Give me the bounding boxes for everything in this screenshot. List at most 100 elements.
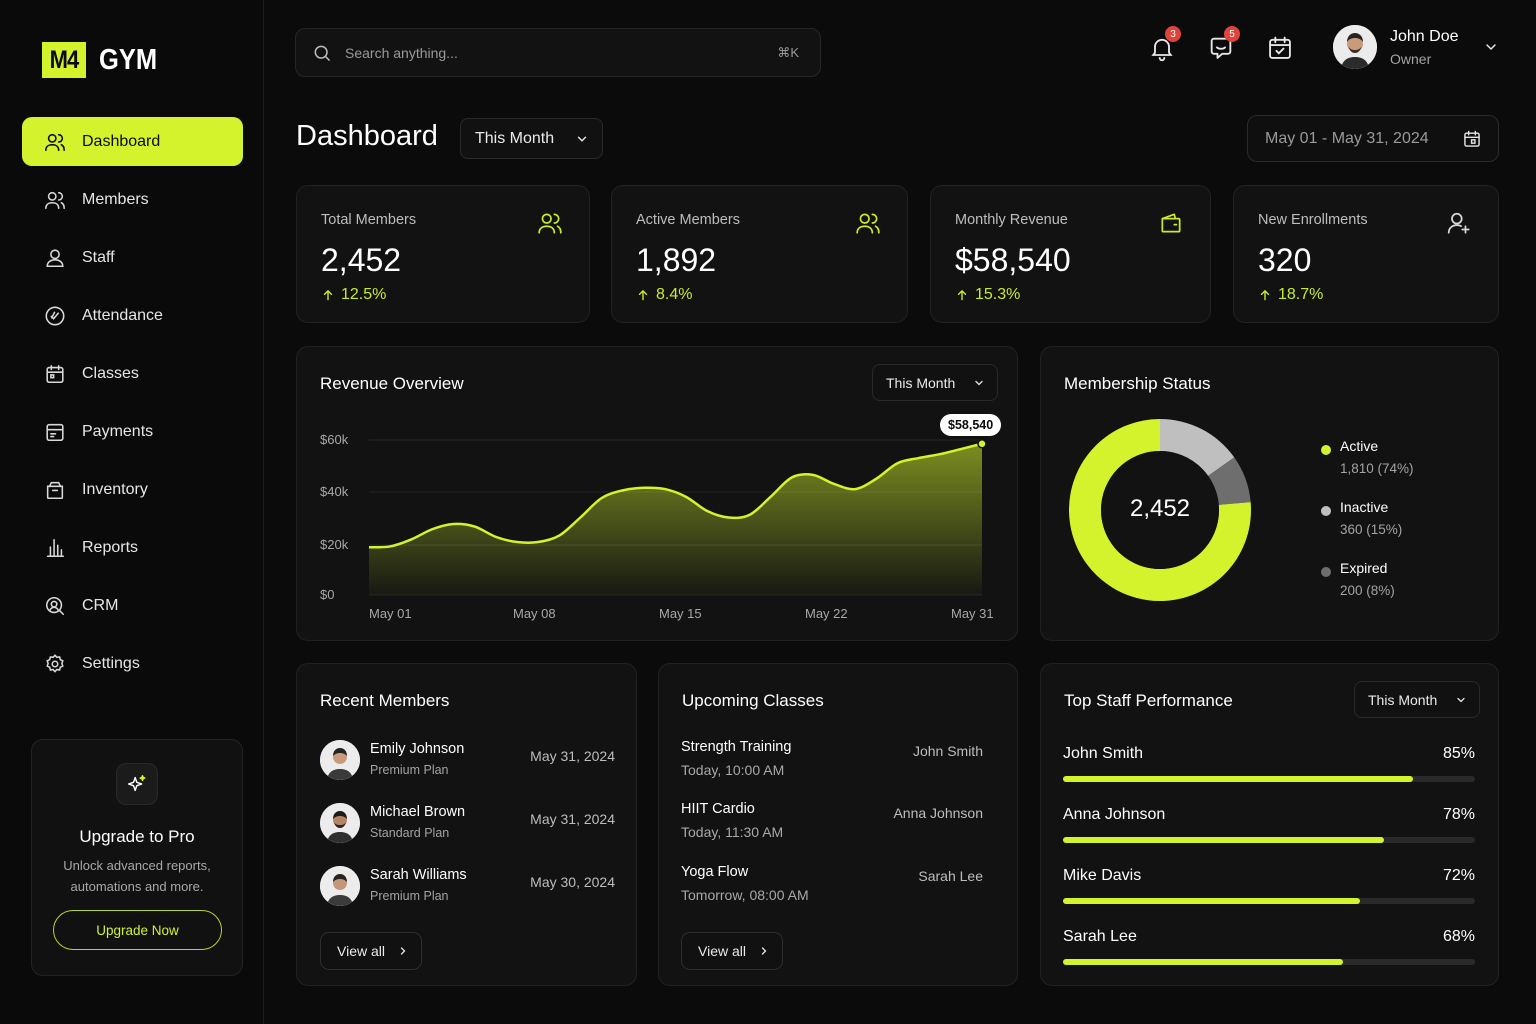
legend-value: 360 (15%) bbox=[1340, 522, 1403, 537]
upgrade-now-button[interactable]: Upgrade Now bbox=[53, 910, 222, 950]
progress-fill bbox=[1063, 776, 1414, 782]
sidebar-item-attendance[interactable]: Attendance bbox=[22, 291, 243, 340]
reports-icon bbox=[44, 537, 66, 559]
avatar bbox=[320, 866, 360, 906]
list-item[interactable]: Emily Johnson Premium Plan May 31, 2024 bbox=[320, 740, 615, 780]
stat-card-new-enrollments[interactable]: New Enrollments 320 18.7% bbox=[1233, 185, 1499, 323]
avatar bbox=[1333, 25, 1377, 69]
revenue-overview-card: Revenue Overview This Month $60k $40k $20k… bbox=[296, 346, 1018, 641]
search-icon bbox=[312, 43, 332, 63]
members-icon bbox=[44, 131, 66, 153]
legend-value: 1,810 (74%) bbox=[1340, 461, 1414, 476]
search-bar[interactable]: Search anything... ⌘K bbox=[295, 28, 821, 77]
legend-dot bbox=[1321, 567, 1331, 577]
x-tick-label: May 31 bbox=[951, 606, 994, 621]
stat-label: New Enrollments bbox=[1258, 212, 1368, 228]
class-name: HIIT Cardio bbox=[681, 801, 755, 817]
staff-percent: 72% bbox=[1442, 867, 1475, 884]
staff-name: John Smith bbox=[1063, 745, 1144, 762]
revenue-highlight-point[interactable] bbox=[977, 439, 987, 449]
list-item[interactable]: Michael Brown Standard Plan May 31, 2024 bbox=[320, 803, 615, 843]
stat-value: 320 bbox=[1258, 242, 1312, 278]
x-tick-label: May 08 bbox=[513, 606, 556, 621]
member-date: May 30, 2024 bbox=[530, 874, 615, 890]
calendar-icon bbox=[44, 363, 66, 385]
stat-change-value: 15.3% bbox=[975, 286, 1021, 303]
messages-button[interactable]: 5 bbox=[1207, 26, 1240, 62]
revenue-tooltip: $58,540 bbox=[940, 413, 1002, 436]
sidebar-item-crm[interactable]: CRM bbox=[22, 581, 243, 630]
sidebar-item-settings[interactable]: Settings bbox=[22, 639, 243, 688]
notifications-button[interactable]: 3 bbox=[1148, 26, 1181, 62]
sidebar-item-label: Classes bbox=[82, 364, 139, 382]
card-title: Top Staff Performance bbox=[1064, 691, 1233, 710]
progress-track bbox=[1063, 898, 1475, 904]
avatar bbox=[320, 740, 360, 780]
x-tick-label: May 22 bbox=[805, 606, 848, 621]
member-date: May 31, 2024 bbox=[530, 811, 615, 827]
sidebar-item-dashboard[interactable]: Dashboard bbox=[22, 117, 243, 166]
chevron-right-icon bbox=[397, 945, 409, 957]
sidebar-item-classes[interactable]: Classes bbox=[22, 349, 243, 398]
date-range-picker[interactable]: May 01 - May 31, 2024 bbox=[1247, 115, 1499, 162]
staff-row: Sarah Lee 68% bbox=[1063, 928, 1475, 965]
donut-slice-inactive[interactable] bbox=[1160, 419, 1235, 476]
y-tick-label: $40k bbox=[320, 484, 349, 499]
class-trainer: Sarah Lee bbox=[918, 868, 983, 884]
staff-row: John Smith 85% bbox=[1063, 745, 1475, 782]
bell-icon bbox=[1148, 34, 1176, 62]
recent-members-card: Recent Members Emily Johnson Premium Pla… bbox=[296, 663, 637, 986]
view-all-label: View all bbox=[698, 943, 746, 959]
calendar-button[interactable] bbox=[1266, 34, 1294, 62]
stat-value: 1,892 bbox=[636, 242, 717, 278]
sidebar-item-members[interactable]: Members bbox=[22, 175, 243, 224]
member-name: Emily Johnson bbox=[370, 741, 465, 757]
stat-card-monthly-revenue[interactable]: Monthly Revenue $58,540 15.3% bbox=[930, 185, 1211, 323]
sidebar-item-label: Members bbox=[82, 190, 149, 208]
search-shortcut: ⌘K bbox=[777, 45, 799, 60]
revenue-period-dropdown[interactable]: This Month bbox=[872, 364, 998, 401]
member-plan: Premium Plan bbox=[370, 889, 449, 903]
stat-card-active-members[interactable]: Active Members 1,892 8.4% bbox=[611, 185, 908, 323]
sidebar-item-payments[interactable]: Payments bbox=[22, 407, 243, 456]
view-all-classes-button[interactable]: View all bbox=[681, 932, 783, 970]
upgrade-card: Upgrade to Pro Unlock advanced reports, … bbox=[31, 739, 243, 976]
class-name: Strength Training bbox=[681, 739, 792, 755]
sidebar-item-label: Staff bbox=[82, 248, 115, 266]
upgrade-description: Unlock advanced reports, automations and… bbox=[63, 858, 211, 894]
sidebar-item-reports[interactable]: Reports bbox=[22, 523, 243, 572]
top-staff-card: Top Staff Performance This Month John Sm… bbox=[1040, 663, 1499, 986]
stat-card-total-members[interactable]: Total Members 2,452 12.5% bbox=[296, 185, 590, 323]
sidebar-item-label: Payments bbox=[82, 422, 154, 440]
class-name: Yoga Flow bbox=[681, 864, 749, 880]
avatar bbox=[320, 803, 360, 843]
y-tick-label: $60k bbox=[320, 432, 349, 447]
class-time: Today, 10:00 AM bbox=[681, 762, 785, 778]
legend-dot bbox=[1321, 506, 1331, 516]
sidebar-item-inventory[interactable]: Inventory bbox=[22, 465, 243, 514]
crm-icon bbox=[44, 595, 66, 617]
donut-hole bbox=[1101, 451, 1219, 569]
progress-fill bbox=[1063, 837, 1385, 843]
sidebar-item-staff[interactable]: Staff bbox=[22, 233, 243, 282]
donut-slice-expired[interactable] bbox=[1208, 457, 1251, 505]
list-item[interactable]: Yoga Flow Tomorrow, 08:00 AM Sarah Lee bbox=[681, 864, 983, 903]
list-item[interactable]: Strength Training Today, 10:00 AM John S… bbox=[681, 739, 983, 778]
membership-donut-chart bbox=[1069, 419, 1251, 601]
staff-period-dropdown[interactable]: This Month bbox=[1354, 681, 1480, 718]
wallet-icon bbox=[1158, 210, 1184, 236]
user-menu[interactable]: John Doe Owner bbox=[1333, 25, 1499, 69]
users-icon bbox=[855, 210, 881, 236]
list-item[interactable]: HIIT Cardio Today, 11:30 AM Anna Johnson bbox=[681, 801, 983, 840]
list-item[interactable]: Sarah Williams Premium Plan May 30, 2024 bbox=[320, 866, 615, 906]
search-input[interactable]: Search anything... bbox=[345, 44, 458, 61]
view-all-members-button[interactable]: View all bbox=[320, 932, 422, 970]
stat-change: 8.4% bbox=[636, 286, 692, 304]
legend-label: Active bbox=[1340, 438, 1379, 454]
view-all-label: View all bbox=[337, 943, 385, 959]
logo[interactable]: M4 GYM bbox=[39, 42, 165, 78]
member-name: Sarah Williams bbox=[370, 867, 467, 883]
donut-slice-active[interactable] bbox=[1069, 419, 1251, 601]
card-title: Upcoming Classes bbox=[682, 691, 824, 710]
period-dropdown[interactable]: This Month bbox=[460, 118, 603, 159]
